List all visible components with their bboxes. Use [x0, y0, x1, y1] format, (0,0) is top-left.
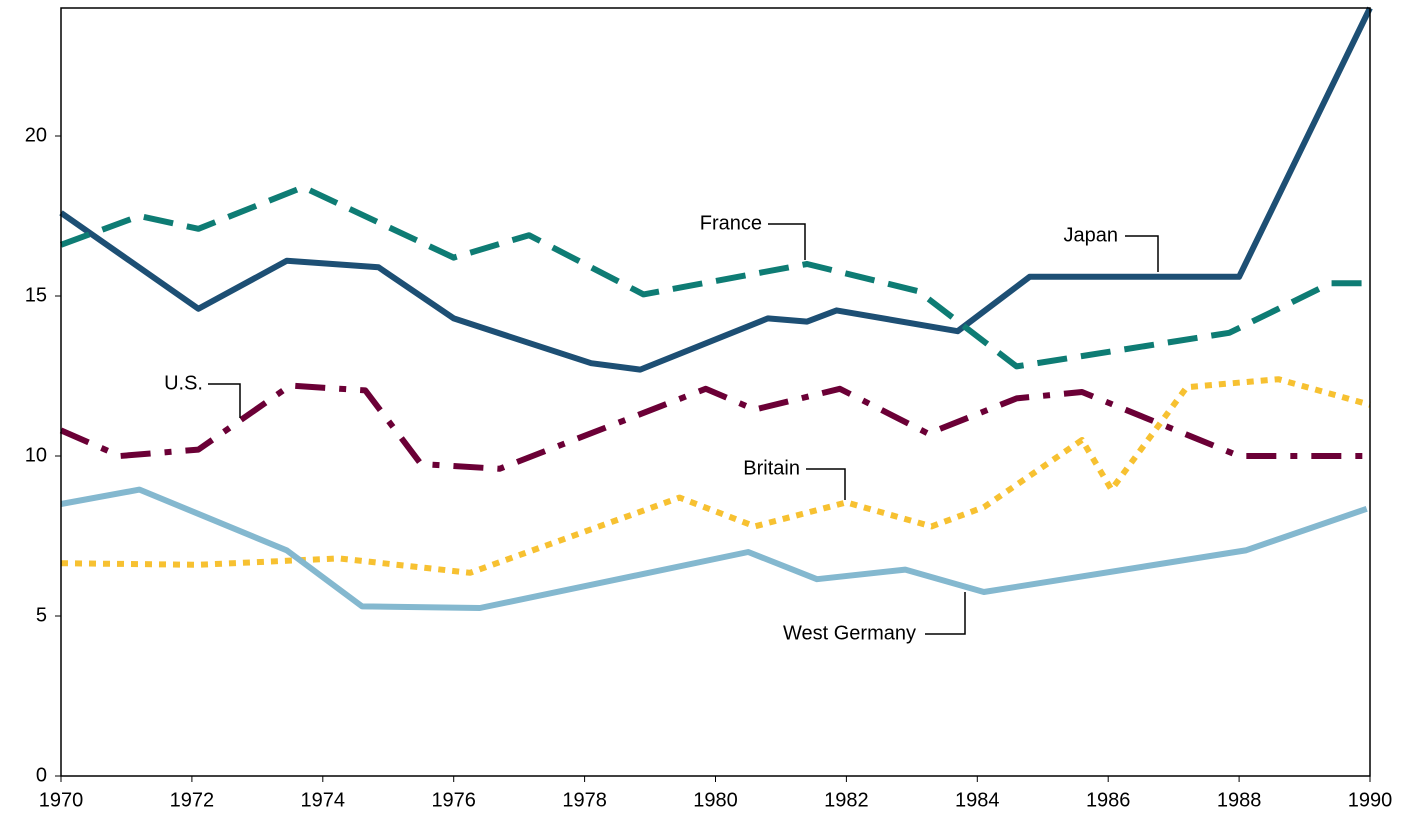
y-tick-label: 20: [25, 124, 47, 146]
series-line: [59, 184, 1370, 370]
x-tick-label: 1972: [170, 789, 215, 811]
leader-line: [768, 223, 806, 260]
series-label: Britain: [743, 457, 800, 479]
leader-line: [208, 383, 241, 418]
series-line: [60, 376, 1371, 576]
x-tick-label: 1978: [562, 789, 607, 811]
x-tick-label: 1980: [693, 789, 738, 811]
leader-line: [925, 592, 966, 635]
series-label: France: [700, 212, 762, 234]
series-label: Japan: [1064, 224, 1119, 246]
x-tick-label: 1970: [39, 789, 84, 811]
series-line: [60, 486, 1368, 611]
y-tick-label: 0: [36, 764, 47, 786]
y-tick-label: 10: [25, 444, 47, 466]
series-label: U.S.: [164, 372, 203, 394]
x-tick-label: 1986: [1086, 789, 1131, 811]
x-tick-label: 1984: [955, 789, 1000, 811]
x-tick-label: 1974: [301, 789, 346, 811]
series-line: [59, 382, 1370, 472]
series-line: [59, 6, 1373, 373]
y-tick-label: 15: [25, 284, 47, 306]
series-label: West Germany: [783, 622, 916, 644]
x-tick-label: 1982: [824, 789, 869, 811]
x-tick-label: 1988: [1217, 789, 1262, 811]
leader-line: [806, 468, 846, 500]
x-tick-label: 1976: [431, 789, 476, 811]
y-tick-label: 5: [36, 604, 47, 626]
plot-frame: [60, 7, 1371, 777]
leader-line: [1125, 235, 1159, 272]
x-tick-label: 1990: [1348, 789, 1393, 811]
